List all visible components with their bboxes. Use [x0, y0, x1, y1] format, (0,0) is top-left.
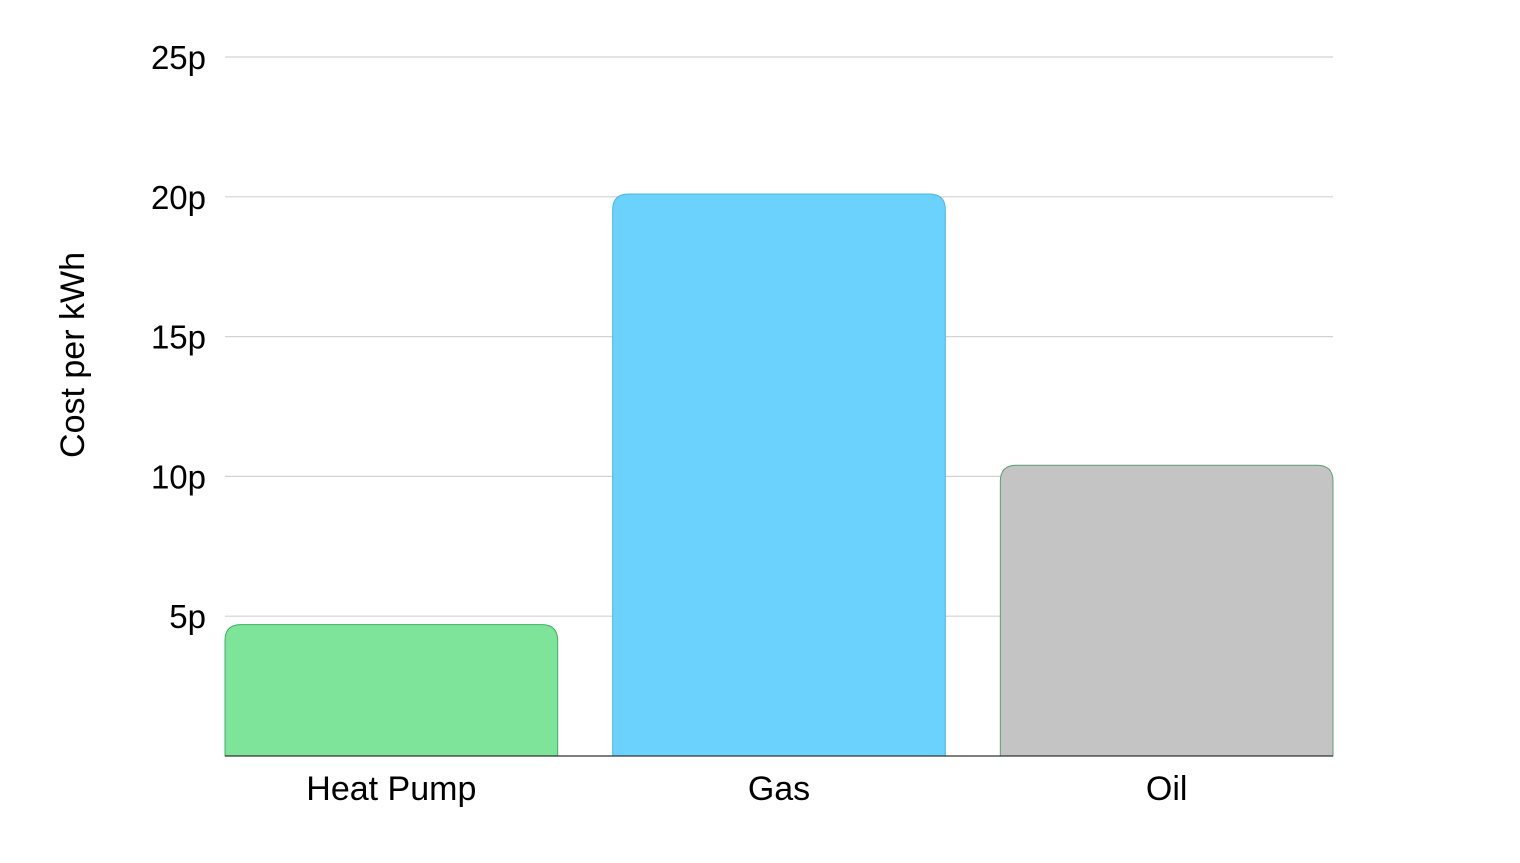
y-tick-label: 25p — [151, 39, 206, 76]
bars — [224, 193, 1334, 757]
y-tick-label: 10p — [151, 458, 206, 495]
bar-heat-pump — [224, 624, 559, 757]
x-category-label: Oil — [1146, 770, 1188, 808]
y-tick-label: 20p — [151, 179, 206, 216]
category-labels: Heat Pump Gas Oil — [306, 770, 1187, 808]
x-category-label: Gas — [748, 770, 810, 808]
y-tick-label: 15p — [151, 319, 206, 356]
y-axis-label: Cost per kWh — [54, 252, 92, 458]
y-tick-label: 5p — [169, 598, 206, 635]
bar-gas — [612, 193, 946, 757]
bar-oil — [999, 464, 1334, 757]
y-tick-labels: 5p 10p 15p 20p 25p — [151, 39, 206, 635]
x-category-label: Heat Pump — [306, 770, 476, 808]
